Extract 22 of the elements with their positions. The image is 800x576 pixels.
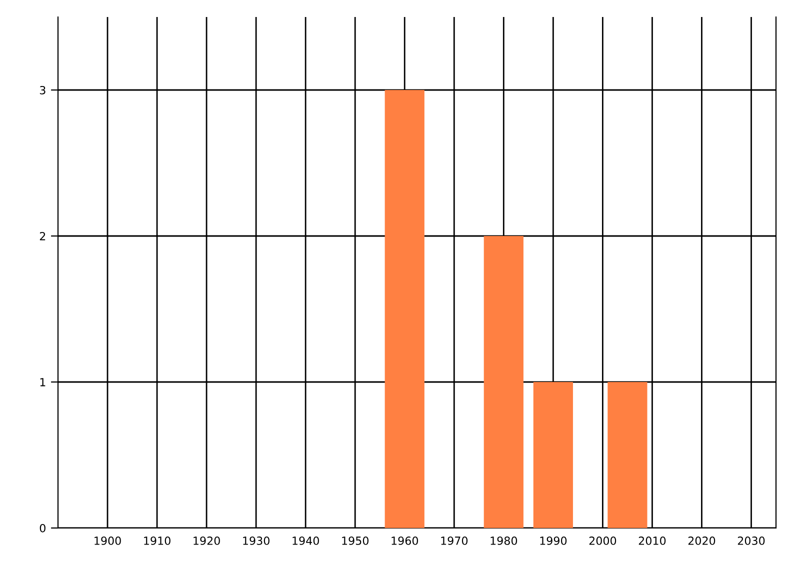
- x-tick-label: 1930: [243, 536, 270, 545]
- x-tick-label: 1990: [540, 536, 567, 545]
- x-tick-label: 1900: [94, 536, 121, 545]
- y-tick-label: 3: [40, 86, 46, 94]
- y-tick-label: 1: [40, 378, 46, 386]
- x-tick-label: 2000: [589, 536, 616, 545]
- x-tick-label: 1940: [292, 536, 319, 545]
- bar: [533, 382, 573, 528]
- x-tick-label: 2020: [688, 536, 716, 545]
- y-tick-label: 2: [40, 232, 46, 240]
- x-tick-label: 1970: [441, 536, 468, 545]
- y-tick-label: 0: [40, 524, 46, 532]
- x-tick-label: 1980: [490, 536, 518, 545]
- bar: [384, 90, 424, 528]
- x-tick-label: 1910: [144, 536, 170, 545]
- x-tick-label: 2010: [638, 536, 666, 545]
- x-tick-label: 1960: [392, 536, 418, 545]
- bar: [484, 236, 524, 528]
- x-tick-label: 1920: [194, 536, 220, 545]
- bar: [608, 382, 648, 528]
- x-tick-label: 2030: [738, 536, 765, 545]
- x-tick-label: 1950: [342, 536, 369, 545]
